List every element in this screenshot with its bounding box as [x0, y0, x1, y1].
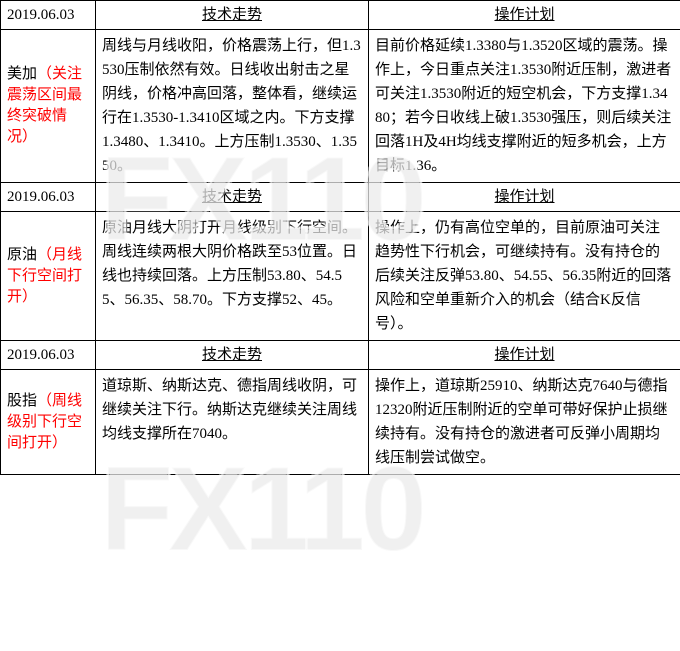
header-row: 2019.06.03 技术走势 操作计划: [1, 1, 680, 30]
plan-cell: 目前价格延续1.3380与1.3520区域的震荡。操作上，今日重点关注1.353…: [369, 30, 680, 183]
trend-header: 技术走势: [96, 183, 369, 212]
content-row: 原油（月线下行空间打开） 原油月线大阴打开月线级别下行空间。周线连续两根大阴价格…: [1, 212, 680, 341]
analysis-table: 2019.06.03 技术走势 操作计划 美加（关注震荡区间最终突破情况） 周线…: [0, 0, 680, 475]
plan-cell: 操作上，仍有高位空单的，目前原油可关注趋势性下行机会，可继续持有。没有持仓的后续…: [369, 212, 680, 341]
content-row: 股指（周线级别下行空间打开） 道琼斯、纳斯达克、德指周线收阴，可继续关注下行。纳…: [1, 370, 680, 475]
trend-cell: 周线与月线收阳，价格震荡上行，但1.3530压制依然有效。日线收出射击之星阴线，…: [96, 30, 369, 183]
date-cell: 2019.06.03: [1, 183, 96, 212]
label-name: 原油: [7, 247, 37, 263]
instrument-label: 股指（周线级别下行空间打开）: [1, 370, 96, 475]
label-name: 股指: [7, 393, 37, 409]
instrument-label: 美加（关注震荡区间最终突破情况）: [1, 30, 96, 183]
plan-header: 操作计划: [369, 1, 680, 30]
trend-header: 技术走势: [96, 341, 369, 370]
trend-header: 技术走势: [96, 1, 369, 30]
header-row: 2019.06.03 技术走势 操作计划: [1, 341, 680, 370]
plan-header: 操作计划: [369, 183, 680, 212]
instrument-label: 原油（月线下行空间打开）: [1, 212, 96, 341]
plan-cell: 操作上，道琼斯25910、纳斯达克7640与德指12320附近压制附近的空单可带…: [369, 370, 680, 475]
table-container: FX110 FX110 2019.06.03 技术走势 操作计划 美加（关注震荡…: [0, 0, 680, 475]
label-name: 美加: [7, 66, 37, 82]
plan-header: 操作计划: [369, 341, 680, 370]
trend-cell: 原油月线大阴打开月线级别下行空间。周线连续两根大阴价格跌至53位置。日线也持续回…: [96, 212, 369, 341]
trend-cell: 道琼斯、纳斯达克、德指周线收阴，可继续关注下行。纳斯达克继续关注周线均线支撑所在…: [96, 370, 369, 475]
date-cell: 2019.06.03: [1, 1, 96, 30]
date-cell: 2019.06.03: [1, 341, 96, 370]
content-row: 美加（关注震荡区间最终突破情况） 周线与月线收阳，价格震荡上行，但1.3530压…: [1, 30, 680, 183]
header-row: 2019.06.03 技术走势 操作计划: [1, 183, 680, 212]
